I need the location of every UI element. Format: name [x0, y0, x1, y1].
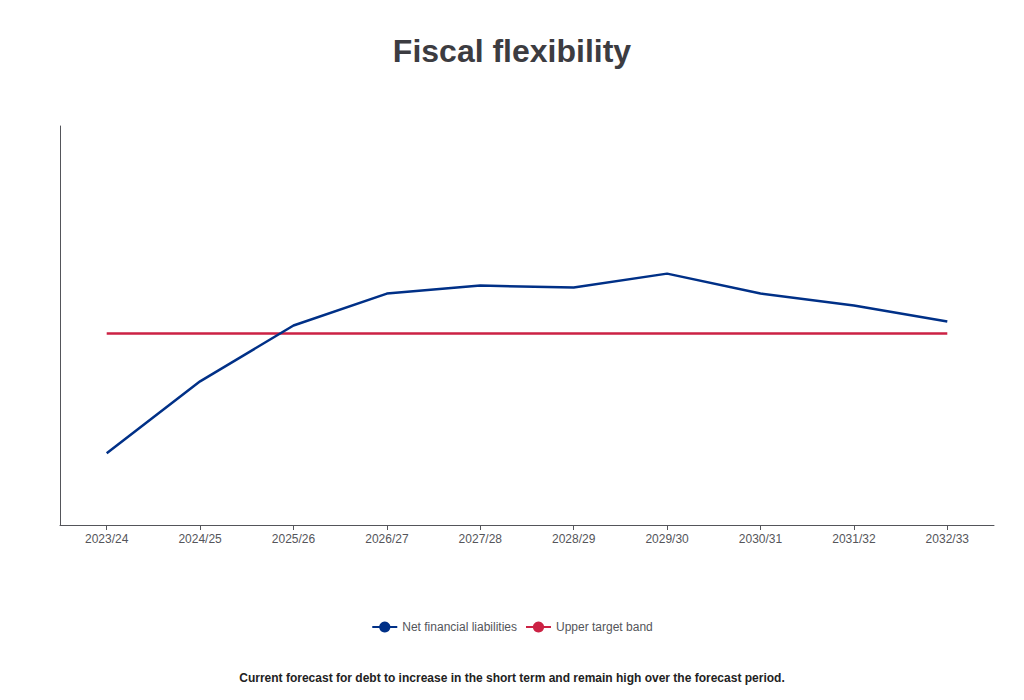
svg-text:2025/26: 2025/26	[272, 532, 316, 546]
svg-text:2026/27: 2026/27	[365, 532, 409, 546]
svg-text:Fiscal flexibility: Fiscal flexibility	[393, 33, 632, 69]
svg-text:Upper target band: Upper target band	[556, 620, 653, 634]
svg-text:2030/31: 2030/31	[739, 532, 783, 546]
svg-text:2027/28: 2027/28	[459, 532, 503, 546]
svg-text:Net financial liabilities: Net financial liabilities	[402, 620, 517, 634]
svg-text:2029/30: 2029/30	[645, 532, 689, 546]
svg-text:2032/33: 2032/33	[926, 532, 970, 546]
svg-text:2023/24: 2023/24	[85, 532, 129, 546]
svg-text:2028/29: 2028/29	[552, 532, 596, 546]
svg-text:2031/32: 2031/32	[832, 532, 876, 546]
svg-text:Current forecast for debt to i: Current forecast for debt to increase in…	[239, 671, 784, 685]
svg-text:2024/25: 2024/25	[178, 532, 222, 546]
